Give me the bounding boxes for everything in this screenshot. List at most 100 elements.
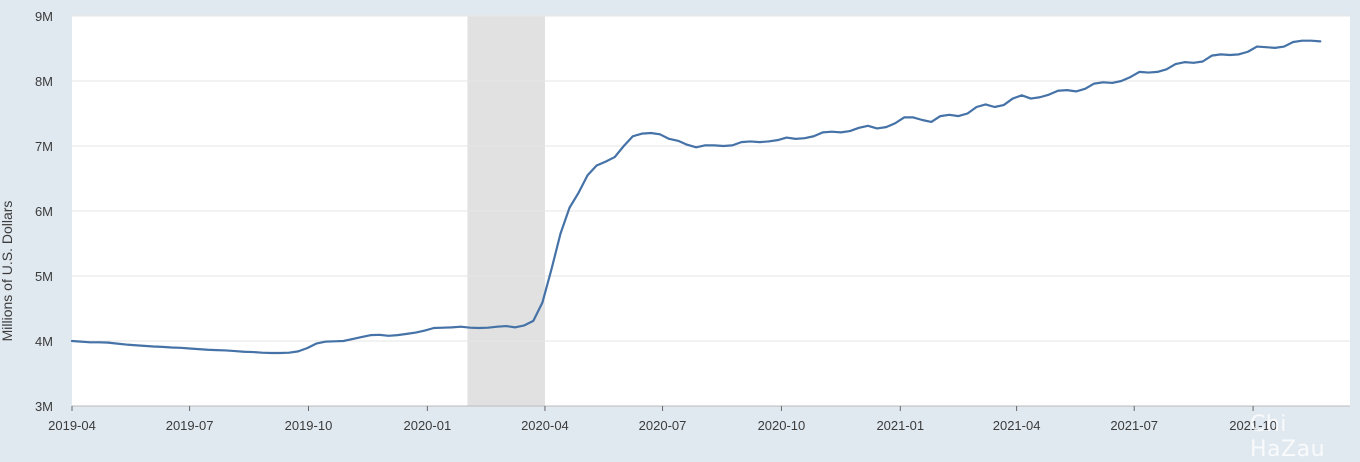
data-point <box>1256 45 1258 48</box>
data-point <box>1084 87 1086 90</box>
data-point <box>948 113 951 116</box>
data-point <box>1165 68 1168 71</box>
data-point <box>686 143 688 146</box>
data-point <box>731 144 734 147</box>
y-tick-label: 3M <box>35 399 53 414</box>
data-point <box>930 121 933 123</box>
data-point <box>668 137 670 140</box>
data-point <box>1301 39 1304 42</box>
data-point <box>858 126 860 129</box>
data-point <box>242 350 245 353</box>
data-point <box>740 141 743 144</box>
data-point <box>758 141 761 144</box>
data-point <box>1102 81 1105 84</box>
x-tick-label: 2021-10 <box>1229 418 1277 433</box>
data-point <box>532 319 535 322</box>
chart-container: 3M 4M 5M 6M 7M 8M 9M 2019-04 2019-07 2019-10 2020… <box>0 9 1350 462</box>
data-point <box>1156 71 1159 73</box>
data-point <box>396 334 399 337</box>
data-point <box>1228 54 1231 56</box>
y-tick-label: 9M <box>35 9 53 24</box>
data-point <box>849 130 851 132</box>
data-point <box>550 268 553 271</box>
data-point <box>812 135 815 138</box>
data-point <box>233 350 236 352</box>
data-point <box>206 348 209 351</box>
data-point <box>451 326 453 329</box>
data-point <box>215 349 218 351</box>
data-point <box>1093 82 1096 85</box>
data-point <box>975 106 978 108</box>
y-tick-label: 6M <box>35 204 53 219</box>
x-tick-label: 2020-07 <box>639 418 687 433</box>
data-point <box>1219 53 1222 56</box>
data-point <box>432 327 435 329</box>
data-point <box>460 325 462 328</box>
x-tick-label: 2019-07 <box>166 418 214 433</box>
data-point <box>885 126 887 129</box>
data-point <box>306 347 309 350</box>
data-point <box>1020 94 1023 97</box>
data-point <box>261 351 263 354</box>
data-point <box>197 348 200 351</box>
data-point <box>270 352 272 354</box>
data-point <box>1002 104 1005 106</box>
series-layer <box>70 39 1322 355</box>
x-tick-label: 2020-01 <box>403 418 451 433</box>
data-point <box>179 346 182 349</box>
data-point <box>107 341 110 344</box>
data-point <box>1075 90 1077 93</box>
data-point <box>559 232 562 235</box>
data-point <box>143 344 146 347</box>
data-point <box>478 327 480 329</box>
line-chart: 3M 4M 5M 6M 7M 8M 9M 2019-04 2019-07 2019-10 2020… <box>0 9 1350 433</box>
data-point <box>324 340 327 343</box>
x-tick-label: 2020-10 <box>758 418 806 433</box>
data-point <box>1174 63 1177 65</box>
data-point <box>505 325 508 327</box>
data-point <box>1319 40 1322 43</box>
x-tick-label: 2019-04 <box>48 418 96 433</box>
data-point <box>89 341 91 344</box>
data-point <box>469 326 471 329</box>
data-point <box>441 326 444 329</box>
x-tick-label: 2021-04 <box>993 418 1041 433</box>
watermark-text: Chi HaZau <box>1250 412 1326 462</box>
y-axis-ticks: 3M 4M 5M 6M 7M 8M 9M <box>35 9 53 414</box>
data-point <box>224 349 227 352</box>
data-point <box>333 340 336 343</box>
data-point <box>722 145 725 147</box>
data-point <box>423 329 426 332</box>
data-point <box>966 112 969 115</box>
data-point <box>839 131 842 134</box>
data-point <box>1129 76 1132 78</box>
data-point <box>342 340 345 342</box>
data-point <box>785 136 788 139</box>
data-point <box>830 130 833 133</box>
data-point <box>939 115 942 117</box>
data-point <box>767 140 770 143</box>
data-point <box>577 191 580 194</box>
data-point <box>586 174 589 177</box>
data-point <box>821 131 824 134</box>
data-point <box>1120 80 1123 82</box>
data-point <box>1210 54 1213 57</box>
data-point <box>1265 46 1267 49</box>
data-point <box>867 124 869 127</box>
data-point <box>1292 41 1295 43</box>
data-point <box>595 164 598 167</box>
x-axis-ticks: 2019-04 2019-07 2019-10 2020-01 2020-04 2020-… <box>48 405 1350 433</box>
data-point <box>170 346 173 349</box>
data-point <box>351 338 354 340</box>
data-point <box>713 144 716 147</box>
data-point <box>1029 97 1032 100</box>
data-point <box>487 326 489 329</box>
data-point <box>152 345 155 348</box>
data-point <box>360 336 363 338</box>
data-point <box>695 146 698 149</box>
data-point <box>541 301 544 304</box>
data-point <box>252 351 254 353</box>
data-point <box>894 122 897 125</box>
y-tick-label: 7M <box>35 139 53 154</box>
data-point <box>1138 71 1141 73</box>
